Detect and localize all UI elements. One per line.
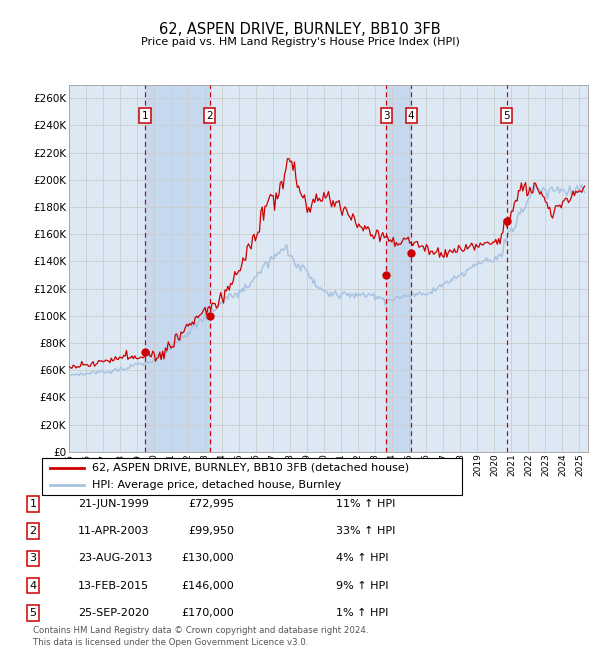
Text: HPI: Average price, detached house, Burnley: HPI: Average price, detached house, Burn… (92, 480, 341, 490)
Bar (145, 84, 210, 452)
Text: 11% ↑ HPI: 11% ↑ HPI (336, 499, 395, 509)
Text: £72,995: £72,995 (188, 499, 234, 509)
Text: 62, ASPEN DRIVE, BURNLEY, BB10 3FB (detached house): 62, ASPEN DRIVE, BURNLEY, BB10 3FB (deta… (92, 463, 410, 473)
Text: £170,000: £170,000 (181, 608, 234, 618)
Text: 62, ASPEN DRIVE, BURNLEY, BB10 3FB: 62, ASPEN DRIVE, BURNLEY, BB10 3FB (159, 21, 441, 37)
Text: 23-AUG-2013: 23-AUG-2013 (78, 553, 152, 564)
Text: 4: 4 (29, 580, 37, 591)
Text: £130,000: £130,000 (181, 553, 234, 564)
Text: £99,950: £99,950 (188, 526, 234, 536)
Text: 2: 2 (206, 111, 213, 121)
Text: 4: 4 (408, 111, 415, 121)
Text: 4% ↑ HPI: 4% ↑ HPI (336, 553, 389, 564)
Text: 21-JUN-1999: 21-JUN-1999 (78, 499, 149, 509)
Text: 2: 2 (29, 526, 37, 536)
Text: 3: 3 (383, 111, 389, 121)
Text: 5: 5 (503, 111, 510, 121)
Text: 13-FEB-2015: 13-FEB-2015 (78, 580, 149, 591)
Text: 3: 3 (29, 553, 37, 564)
Text: 1% ↑ HPI: 1% ↑ HPI (336, 608, 388, 618)
Text: 25-SEP-2020: 25-SEP-2020 (78, 608, 149, 618)
Text: 5: 5 (29, 608, 37, 618)
Text: 1: 1 (142, 111, 148, 121)
Text: £146,000: £146,000 (181, 580, 234, 591)
FancyBboxPatch shape (42, 458, 462, 495)
Text: 1: 1 (29, 499, 37, 509)
Text: 33% ↑ HPI: 33% ↑ HPI (336, 526, 395, 536)
Bar (386, 84, 411, 452)
Text: 11-APR-2003: 11-APR-2003 (78, 526, 149, 536)
Text: 9% ↑ HPI: 9% ↑ HPI (336, 580, 389, 591)
Text: Price paid vs. HM Land Registry's House Price Index (HPI): Price paid vs. HM Land Registry's House … (140, 36, 460, 47)
Text: Contains HM Land Registry data © Crown copyright and database right 2024.
This d: Contains HM Land Registry data © Crown c… (33, 626, 368, 647)
